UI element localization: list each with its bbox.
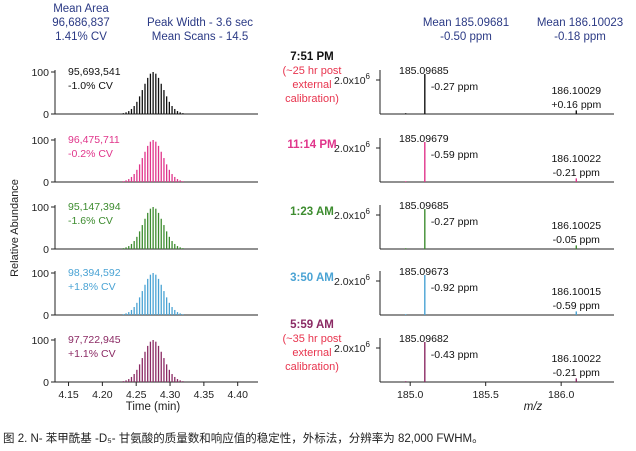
spec-peak-ppm-label: -0.92 ppm xyxy=(431,282,479,294)
chrom-cv-label: -1.0% CV xyxy=(68,80,113,92)
spec-peak-mz-label: 185.09685 xyxy=(399,200,449,212)
spec-y-tick-label: 2.0x106 xyxy=(334,72,371,87)
spectrum-panel: 2.0x106 185.09673 -0.92 ppm 186.10015 -0.59 … xyxy=(334,266,614,316)
acquisition-time: 7:51 PM xyxy=(290,51,333,63)
spectrum-panel: 2.0x106 185.09685 -0.27 ppm 186.10025 -0.05 … xyxy=(334,200,614,250)
spec-peak-ppm-label: -0.27 ppm xyxy=(431,81,479,93)
mean-area-value: 96,686,837 xyxy=(52,17,110,29)
mean-scans: Mean Scans - 14.5 xyxy=(152,31,249,43)
peak-width: Peak Width - 3.6 sec xyxy=(147,17,253,29)
spec-y-tick-label: 2.0x106 xyxy=(334,340,371,355)
acquisition-times: 7:51 PM (~25 hr post external calibration) 1… xyxy=(282,51,341,373)
mz-axis-label: m/z xyxy=(524,401,543,413)
figure-caption: 图 2. N- 苯甲酰基 -D₅- 甘氨酸的质量数和响应值的稳定性，外标法，分辨… xyxy=(3,431,484,445)
left-header: Mean Area 96,686,837 1.41% CV Peak Width… xyxy=(52,3,253,43)
chromatogram-panel: 100 0 95,147,394 -1.6% CV xyxy=(31,201,258,256)
chrom-area-label: 95,693,541 xyxy=(68,66,121,78)
chrom-y-tick-label: 100 xyxy=(31,67,49,79)
acquisition-time: 11:14 PM xyxy=(287,139,336,151)
mass2-ppm: -0.18 ppm xyxy=(554,31,606,43)
chrom-y-tick-label: 100 xyxy=(31,202,49,214)
calibration-note: calibration) xyxy=(285,93,339,105)
mean-area-label: Mean Area xyxy=(53,3,109,15)
spec-isotope-ppm-label: +0.16 ppm xyxy=(551,99,601,111)
spec-peak-ppm-label: -0.43 ppm xyxy=(431,349,479,361)
spectrum-panel: 2.0x106 185.09685 -0.27 ppm 186.10029 +0.16 … xyxy=(334,65,614,115)
spec-peak-mz-label: 185.09682 xyxy=(399,333,449,345)
spectrum-panel: 2.0x106 185.09679 -0.59 ppm 186.10022 -0.21 … xyxy=(334,133,614,183)
time-axis-tick-label: 4.35 xyxy=(194,389,215,401)
spec-peak-ppm-label: -0.59 ppm xyxy=(431,149,479,161)
chromatogram-panel: 100 0 97,722,945 +1.1% CV xyxy=(31,334,258,389)
chrom-cv-label: -0.2% CV xyxy=(68,148,113,160)
calibration-note: (~25 hr post xyxy=(282,65,341,77)
spec-isotope-ppm-label: -0.05 ppm xyxy=(553,234,601,246)
calibration-note: (~35 hr post xyxy=(282,333,341,345)
chrom-area-label: 98,394,592 xyxy=(68,267,121,279)
spec-y-tick-label: 2.0x106 xyxy=(334,140,371,155)
mz-axis-tick-label: 186.0 xyxy=(548,389,574,401)
spec-y-tick-label: 2.0x106 xyxy=(334,273,371,288)
chrom-y-tick-label: 100 xyxy=(31,268,49,280)
spec-isotope-ppm-label: -0.59 ppm xyxy=(553,300,601,312)
chrom-cv-label: +1.1% CV xyxy=(68,348,116,360)
spec-isotope-mz-label: 186.10029 xyxy=(551,85,601,97)
time-axis-tick-label: 4.30 xyxy=(160,389,181,401)
spec-isotope-mz-label: 186.10015 xyxy=(551,286,601,298)
acquisition-time: 3:50 AM xyxy=(290,272,334,284)
chrom-y-tick-label: 100 xyxy=(31,135,49,147)
calibration-note: external xyxy=(292,79,331,91)
mean-area-cv: 1.41% CV xyxy=(55,31,107,43)
right-header: Mean 185.09681 -0.50 ppm Mean 186.10023 … xyxy=(423,17,623,43)
spec-isotope-mz-label: 186.10022 xyxy=(551,153,601,165)
time-axis-tick-label: 4.25 xyxy=(126,389,147,401)
chrom-y-tick-label: 0 xyxy=(43,109,49,121)
chrom-area-label: 97,722,945 xyxy=(68,334,121,346)
time-axis-tick-label: 4.15 xyxy=(58,389,79,401)
mz-axis-tick-label: 185.5 xyxy=(473,389,499,401)
chromatogram-panel: 100 0 98,394,592 +1.8% CV xyxy=(31,267,258,322)
calibration-note: calibration) xyxy=(285,361,339,373)
acquisition-time: 5:59 AM xyxy=(290,319,334,331)
spec-peak-ppm-label: -0.27 ppm xyxy=(431,216,479,228)
chrom-y-tick-label: 0 xyxy=(43,244,49,256)
chromatogram-panel: 100 0 95,693,541 -1.0% CV xyxy=(31,66,258,121)
spec-peak-mz-label: 185.09685 xyxy=(399,65,449,77)
spectrum-panel: 2.0x106 185.09682 -0.43 ppm 186.10022 -0.21 … xyxy=(334,333,614,383)
chromatogram-panel: 100 0 96,475,711 -0.2% CV xyxy=(31,134,258,189)
time-axis-tick-label: 4.40 xyxy=(227,389,248,401)
chrom-area-label: 96,475,711 xyxy=(68,134,120,146)
chrom-area-label: 95,147,394 xyxy=(68,201,121,213)
spec-isotope-mz-label: 186.10025 xyxy=(551,220,601,232)
chrom-y-tick-label: 0 xyxy=(43,377,49,389)
spec-isotope-ppm-label: -0.21 ppm xyxy=(553,167,601,179)
spectrum-panels: 2.0x106 185.09685 -0.27 ppm 186.10029 +0.16 … xyxy=(334,65,614,401)
spec-isotope-ppm-label: -0.21 ppm xyxy=(553,367,601,379)
spec-peak-mz-label: 185.09679 xyxy=(399,133,449,145)
chrom-y-tick-label: 100 xyxy=(31,335,49,347)
spec-peak-mz-label: 185.09673 xyxy=(399,266,449,278)
mass1-ppm: -0.50 ppm xyxy=(440,31,492,43)
spec-y-tick-label: 2.0x106 xyxy=(334,207,371,222)
mass2-mean: Mean 186.10023 xyxy=(537,17,623,29)
chrom-cv-label: +1.8% CV xyxy=(68,281,116,293)
time-axis-tick-label: 4.20 xyxy=(92,389,113,401)
chrom-y-tick-label: 0 xyxy=(43,310,49,322)
calibration-note: external xyxy=(292,347,331,359)
mass1-mean: Mean 185.09681 xyxy=(423,17,509,29)
mz-axis-tick-label: 185.0 xyxy=(397,389,423,401)
y-axis-label: Relative Abundance xyxy=(9,179,21,277)
time-axis-label: Time (min) xyxy=(126,401,181,413)
chrom-cv-label: -1.6% CV xyxy=(68,215,113,227)
chromatogram-panels: 100 0 95,693,541 -1.0% CV 100 0 96,475,711 -0.2… xyxy=(31,66,258,401)
acquisition-time: 1:23 AM xyxy=(290,206,334,218)
chrom-y-tick-label: 0 xyxy=(43,177,49,189)
spec-isotope-mz-label: 186.10022 xyxy=(551,353,601,365)
